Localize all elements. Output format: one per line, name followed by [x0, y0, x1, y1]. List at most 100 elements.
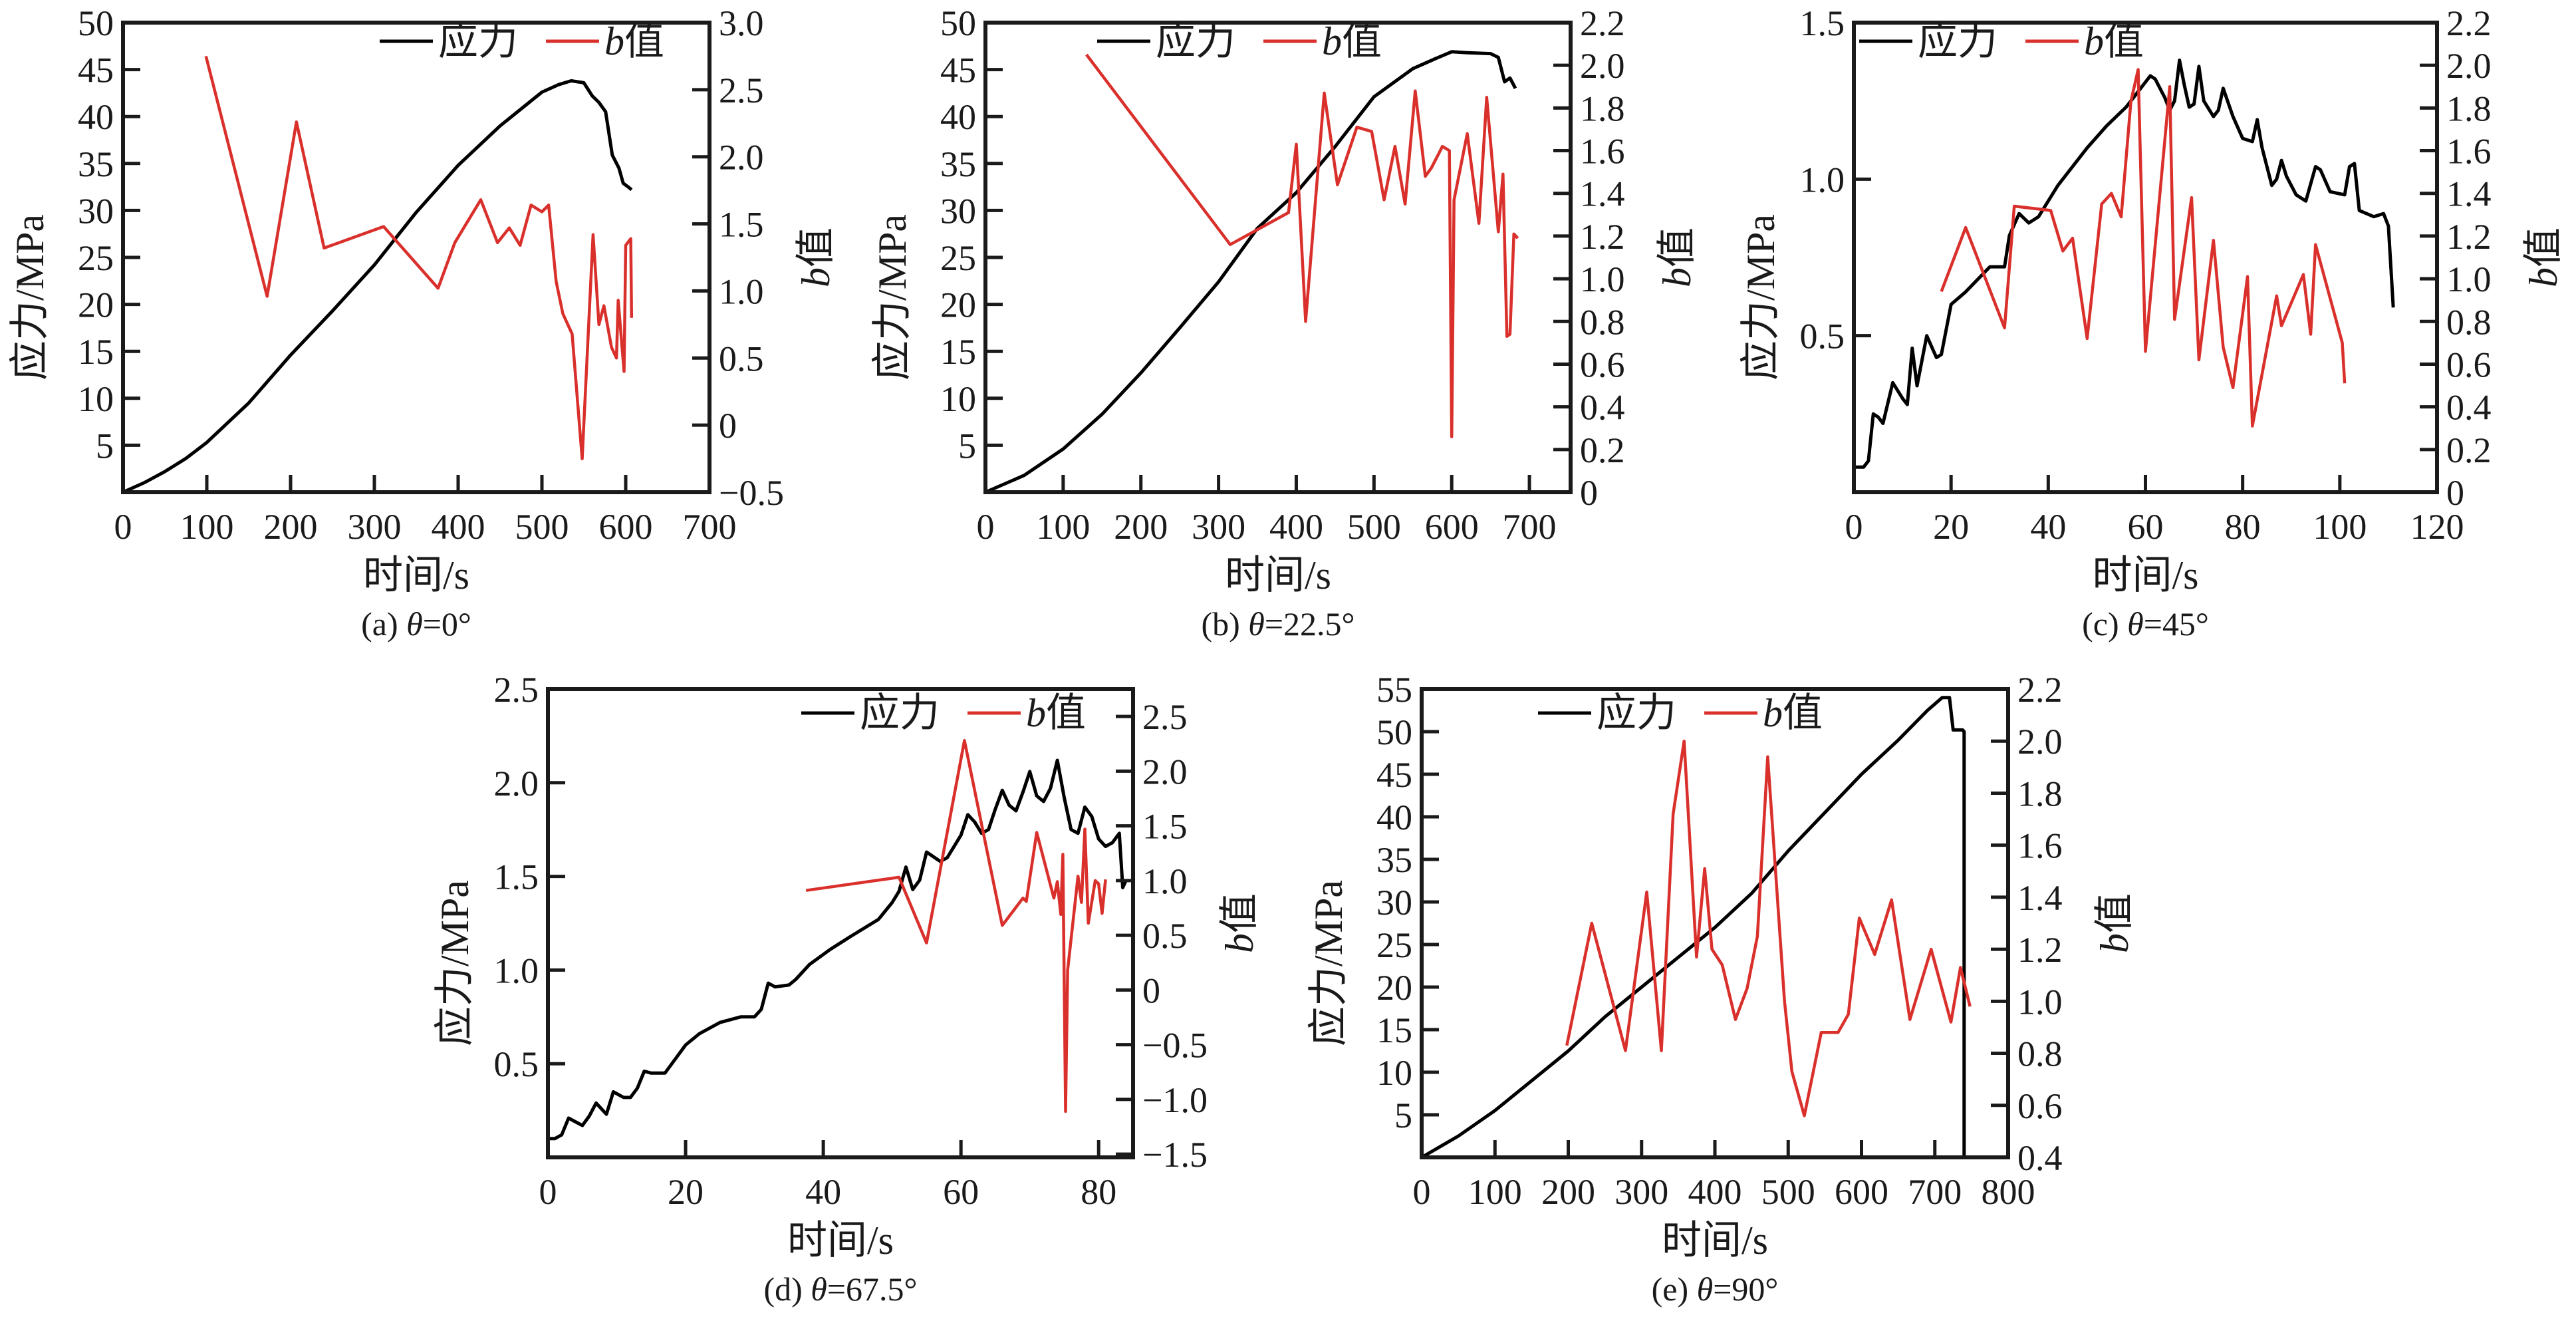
y-left-tick-label: 20 [78, 285, 114, 325]
y-right-tick-label: 0.8 [2446, 302, 2492, 342]
stress-series-line [1420, 696, 1966, 1159]
x-tick-label: 500 [1761, 1172, 1815, 1212]
legend-label-b-value: b值 [1322, 19, 1382, 63]
y-right-tick-label: 1.0 [1142, 861, 1188, 901]
legend: 应力 b值 [1538, 691, 1823, 735]
y-left-tick-label: 5 [96, 426, 114, 466]
x-tick-label: 100 [1468, 1172, 1522, 1212]
y-left-tick-label: 1.0 [494, 951, 539, 990]
y-right-tick-label: −1.5 [1142, 1135, 1208, 1175]
y-right-tick-label: 1.8 [1580, 88, 1625, 128]
plot-frame [983, 21, 1573, 494]
plot-frame [121, 21, 711, 494]
x-tick-label: 700 [1908, 1172, 1962, 1212]
legend-label-stress: 应力 [860, 691, 940, 735]
b-value-series-line [204, 55, 634, 460]
plot-frame [1852, 21, 2439, 494]
stress-series-line [1854, 59, 2395, 469]
y-left-tick-label: 10 [940, 379, 976, 419]
y-right-tick-label: 2.0 [1580, 46, 1625, 86]
y-left-tick-label: 2.0 [494, 764, 539, 804]
y-left-axis-title: 应力/MPa [1307, 880, 1351, 1046]
x-axis-title: 时间/s [363, 553, 469, 597]
x-tick-label: 600 [1835, 1172, 1888, 1212]
y-right-tick-label: 3.0 [719, 3, 764, 43]
x-tick-label: 40 [805, 1172, 841, 1212]
x-tick-label: 20 [668, 1172, 704, 1212]
plot-frame [1420, 687, 2010, 1159]
y-left-tick-label: 40 [78, 97, 114, 137]
legend-label-stress: 应力 [1597, 691, 1676, 735]
y-left-tick-label: 25 [940, 238, 976, 278]
y-right-tick-label: −0.5 [719, 473, 784, 513]
legend-label-stress: 应力 [1156, 19, 1235, 63]
y-right-tick-label: 2.0 [2446, 46, 2492, 86]
y-left-tick-label: 25 [78, 238, 114, 278]
y-left-tick-label: 50 [940, 3, 976, 43]
y-right-tick-label: 0.2 [2446, 430, 2492, 470]
y-left-axis-title: 应力/MPa [1739, 214, 1783, 380]
x-tick-label: 400 [1269, 507, 1323, 547]
stress-series-line [122, 79, 633, 494]
y-left-tick-label: 1.0 [1800, 160, 1845, 200]
y-right-tick-label: 1.0 [719, 271, 764, 311]
y-right-axis-title: b值 [1655, 227, 1699, 287]
y-right-tick-label: 1.2 [2017, 930, 2063, 970]
x-tick-label: 80 [1081, 1172, 1116, 1212]
y-right-axis-title: b值 [2093, 893, 2136, 953]
y-right-axis-title: b值 [1218, 893, 1261, 953]
y-left-tick-label: 25 [1376, 925, 1412, 965]
x-tick-label: 200 [264, 507, 318, 547]
y-right-tick-label: 0 [1580, 473, 1598, 513]
y-left-tick-label: 50 [78, 3, 114, 43]
chart-caption: (e) θ=90° [1652, 1270, 1779, 1308]
x-tick-label: 0 [977, 507, 995, 547]
b-value-series-line [1085, 53, 1519, 438]
chart-panel-e: 0 100 200 300 400 500 600 700 800 510152025303540… [1307, 670, 2136, 1308]
y-left-tick-label: 50 [1376, 712, 1412, 752]
chart-caption: (d) θ=67.5° [763, 1270, 917, 1308]
y-right-tick-label: 2.0 [1142, 752, 1188, 792]
chart-panel-c: 0 20 40 60 80 100 1200.51.01.500.20.40.60.81.0… [1739, 3, 2565, 643]
y-left-tick-label: 15 [1376, 1010, 1412, 1050]
y-right-tick-label: 1.4 [2017, 878, 2063, 918]
y-right-tick-label: 1.4 [1580, 174, 1625, 214]
legend-label-stress: 应力 [438, 19, 518, 63]
x-tick-label: 200 [1541, 1172, 1595, 1212]
y-left-tick-label: 30 [1376, 883, 1412, 923]
x-tick-label: 0 [114, 507, 132, 547]
y-right-tick-label: 0.4 [2017, 1138, 2063, 1178]
x-tick-label: 300 [348, 507, 402, 547]
y-right-tick-label: 1.0 [2446, 259, 2492, 299]
plot-frame [546, 687, 1135, 1159]
y-right-tick-label: 1.2 [1580, 217, 1625, 257]
y-right-tick-label: 0.4 [2446, 388, 2492, 428]
legend-label-b-value: b值 [2084, 19, 2144, 63]
y-right-tick-label: 1.5 [719, 205, 764, 245]
y-left-axis-title: 应力/MPa [870, 214, 914, 380]
y-right-tick-label: 1.6 [2446, 132, 2492, 172]
y-left-tick-label: 40 [1376, 798, 1412, 837]
chart-panel-d: 0 20 40 60 80 0.5 1.0 1.5 2.0 2.5 −1.5 −1.0 −0.5 0 0.5… [433, 670, 1261, 1308]
y-left-tick-label: 5 [958, 426, 976, 466]
y-left-tick-label: 20 [1376, 968, 1412, 1008]
y-left-tick-label: 35 [940, 144, 976, 184]
y-left-tick-label: 35 [78, 144, 114, 184]
y-left-tick-label: 40 [940, 97, 976, 137]
x-tick-label: 500 [515, 507, 569, 547]
x-tick-label: 60 [943, 1172, 979, 1212]
y-right-tick-label: 2.2 [2446, 3, 2492, 43]
y-right-tick-label: 2.0 [2017, 722, 2063, 762]
x-axis-title: 时间/s [787, 1219, 894, 1262]
x-tick-label: 500 [1347, 507, 1401, 547]
y-right-tick-label: 2.2 [1580, 3, 1625, 43]
y-right-axis-title: b值 [2521, 227, 2565, 287]
y-right-axis-title: b值 [794, 227, 838, 287]
stress-series-line [548, 758, 1128, 1141]
x-tick-label: 600 [1425, 507, 1479, 547]
y-right-tick-label: 0.6 [2017, 1086, 2063, 1126]
y-left-tick-label: 10 [78, 379, 114, 419]
y-right-tick-label: 1.4 [2446, 174, 2492, 214]
x-tick-label: 0 [1845, 507, 1863, 547]
